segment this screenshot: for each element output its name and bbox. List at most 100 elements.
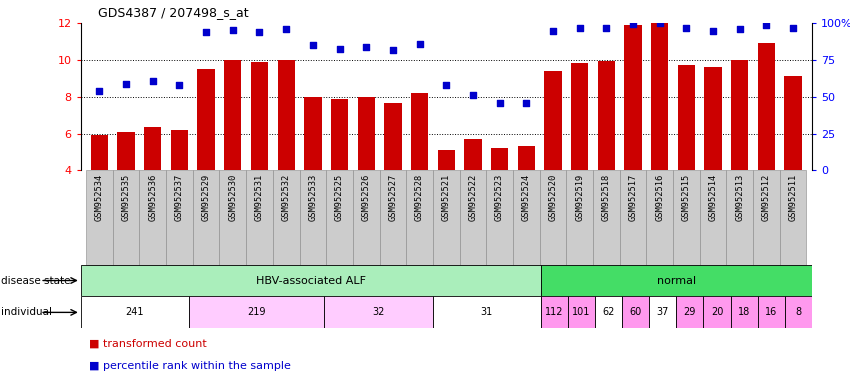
Bar (651, 23, 668, 170)
Point (386, 47, 400, 53)
Text: normal: normal (657, 275, 696, 286)
Bar (219, 170, 246, 265)
Point (119, 81, 133, 87)
Bar (757, 296, 785, 328)
Bar (91, 136, 108, 170)
Bar (81, 265, 541, 296)
Bar (251, 62, 268, 170)
Text: GSM952522: GSM952522 (468, 173, 478, 220)
Point (226, 27, 240, 33)
Bar (193, 170, 219, 265)
Bar (486, 170, 513, 265)
Point (332, 46, 346, 53)
Bar (677, 65, 695, 170)
Bar (384, 103, 401, 170)
Bar (325, 296, 433, 328)
Text: individual: individual (1, 307, 52, 318)
Bar (727, 170, 753, 265)
Text: GSM952524: GSM952524 (522, 173, 530, 220)
Point (519, 100, 533, 106)
Text: 32: 32 (372, 307, 385, 318)
Point (653, 20, 666, 26)
Bar (704, 296, 730, 328)
Bar (541, 265, 812, 296)
Bar (113, 170, 139, 265)
Point (706, 28, 720, 34)
Text: HBV-associated ALF: HBV-associated ALF (256, 275, 366, 286)
Text: 241: 241 (126, 307, 144, 318)
Text: 37: 37 (657, 307, 669, 318)
Text: 16: 16 (765, 307, 777, 318)
Point (306, 42, 320, 48)
Bar (189, 296, 325, 328)
Text: GSM952529: GSM952529 (201, 173, 211, 220)
Bar (464, 139, 482, 170)
Point (439, 81, 453, 88)
Text: 8: 8 (795, 307, 802, 318)
Point (573, 25, 586, 31)
Bar (598, 61, 615, 170)
Bar (595, 296, 622, 328)
Bar (625, 25, 642, 170)
Text: 60: 60 (630, 307, 642, 318)
Bar (541, 296, 568, 328)
Bar (491, 148, 508, 170)
Text: GSM952513: GSM952513 (735, 173, 745, 220)
Bar (677, 296, 704, 328)
Bar (117, 132, 135, 170)
Text: disease state: disease state (1, 275, 71, 286)
Point (173, 83, 186, 89)
Bar (785, 296, 812, 328)
Text: 112: 112 (546, 307, 564, 318)
Bar (86, 170, 113, 265)
Bar (779, 170, 807, 265)
Text: GSM952514: GSM952514 (709, 173, 717, 220)
Text: GSM952526: GSM952526 (362, 173, 371, 220)
Text: GSM952520: GSM952520 (548, 173, 558, 220)
Text: GSM952517: GSM952517 (628, 173, 638, 220)
Bar (513, 170, 540, 265)
Point (93, 88, 106, 94)
Bar (144, 127, 162, 170)
Text: GSM952523: GSM952523 (495, 173, 504, 220)
Point (599, 25, 613, 31)
Text: GSM952531: GSM952531 (255, 173, 264, 220)
Text: GSM952525: GSM952525 (335, 173, 344, 220)
Bar (166, 170, 193, 265)
Point (626, 20, 640, 26)
Bar (353, 170, 380, 265)
Bar (299, 170, 326, 265)
Bar (705, 67, 722, 170)
Text: 62: 62 (603, 307, 615, 318)
Text: 101: 101 (572, 307, 591, 318)
Text: GSM952535: GSM952535 (122, 173, 131, 220)
Bar (757, 43, 775, 170)
Text: 20: 20 (711, 307, 723, 318)
Text: GSM952527: GSM952527 (388, 173, 398, 220)
Text: GSM952533: GSM952533 (309, 173, 317, 220)
Point (146, 78, 160, 84)
Text: GSM952536: GSM952536 (148, 173, 157, 220)
Bar (411, 93, 428, 170)
Bar (544, 71, 562, 170)
Text: GSM952511: GSM952511 (789, 173, 797, 220)
Bar (649, 296, 677, 328)
Text: GSM952537: GSM952537 (175, 173, 184, 220)
Text: GSM952518: GSM952518 (602, 173, 611, 220)
Text: GSM952515: GSM952515 (682, 173, 691, 220)
Text: GSM952532: GSM952532 (281, 173, 291, 220)
Bar (785, 76, 802, 170)
Bar (277, 60, 295, 170)
Text: GSM952530: GSM952530 (229, 173, 237, 220)
Point (252, 29, 266, 35)
Bar (433, 170, 460, 265)
Point (200, 29, 213, 35)
Point (493, 100, 507, 106)
Point (360, 44, 373, 50)
Point (733, 26, 746, 32)
Bar (566, 170, 593, 265)
Bar (171, 130, 188, 170)
Point (466, 92, 479, 98)
Bar (224, 60, 241, 170)
Point (679, 25, 693, 31)
